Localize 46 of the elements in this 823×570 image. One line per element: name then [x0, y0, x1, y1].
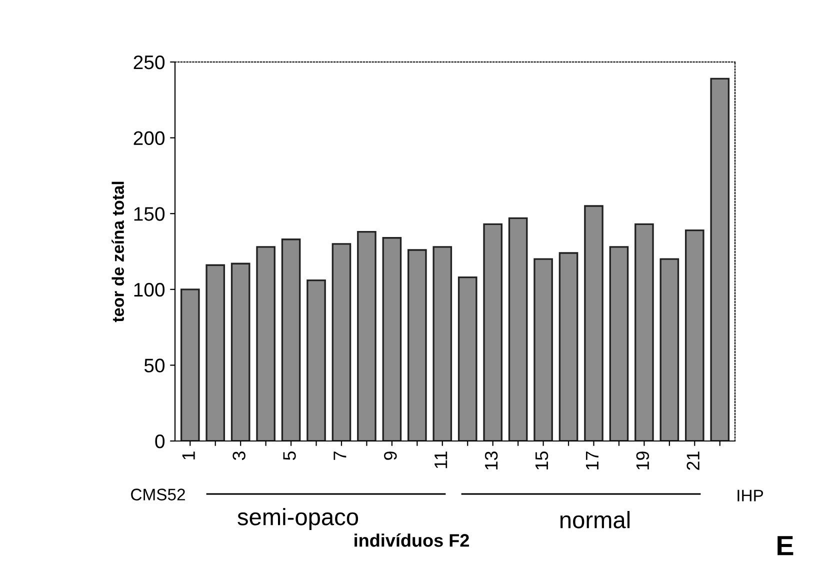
- bar: [281, 238, 301, 441]
- y-tick-label: 50: [144, 358, 165, 372]
- bar: [180, 288, 200, 441]
- bar: [230, 262, 250, 441]
- bar: [534, 258, 553, 441]
- x-tick-label: 9: [384, 452, 397, 460]
- bar: [432, 246, 452, 441]
- x-tick-label: 19: [636, 452, 650, 470]
- y-tick-label: 0: [155, 434, 165, 448]
- text: E: [778, 536, 794, 556]
- bar: [508, 217, 528, 441]
- bar: [382, 237, 402, 441]
- x-tick-label: 1: [182, 452, 195, 460]
- bar: [306, 279, 326, 441]
- text: IHP: [738, 490, 764, 502]
- x-tick-label: 7: [334, 452, 346, 460]
- bar: [584, 205, 604, 441]
- bar: [256, 246, 276, 441]
- bar: [558, 252, 578, 441]
- x-tick-label: 13: [484, 452, 498, 470]
- bar: [634, 223, 654, 441]
- bar: [408, 249, 427, 441]
- bar: [357, 230, 376, 441]
- text: normal: [560, 510, 630, 528]
- text: CMS52: [131, 488, 185, 500]
- x-tick-label: 17: [586, 452, 598, 470]
- y-tick-label: 200: [134, 131, 165, 146]
- x-tick-label: 11: [434, 452, 448, 468]
- x-tick-label: 15: [536, 451, 548, 470]
- x-tick-label: 21: [686, 452, 700, 470]
- y-tick-label: 100: [134, 282, 165, 297]
- bar: [483, 223, 502, 441]
- x-tick-label: 3: [232, 452, 246, 460]
- bar: [458, 276, 478, 441]
- y-tick-label: 150: [134, 207, 165, 221]
- bar: [332, 243, 352, 441]
- bar: [684, 229, 704, 441]
- text: semi-opaco: [238, 508, 358, 530]
- bar: [710, 78, 730, 441]
- bar: [206, 264, 226, 441]
- x-axis-title: indivíduos F2: [354, 533, 469, 547]
- y-tick-label: 250: [134, 55, 165, 70]
- bar: [660, 258, 680, 441]
- y-axis-title: teor de zeína total: [112, 182, 124, 322]
- x-tick-label: 5: [283, 451, 296, 460]
- bar: [609, 246, 629, 441]
